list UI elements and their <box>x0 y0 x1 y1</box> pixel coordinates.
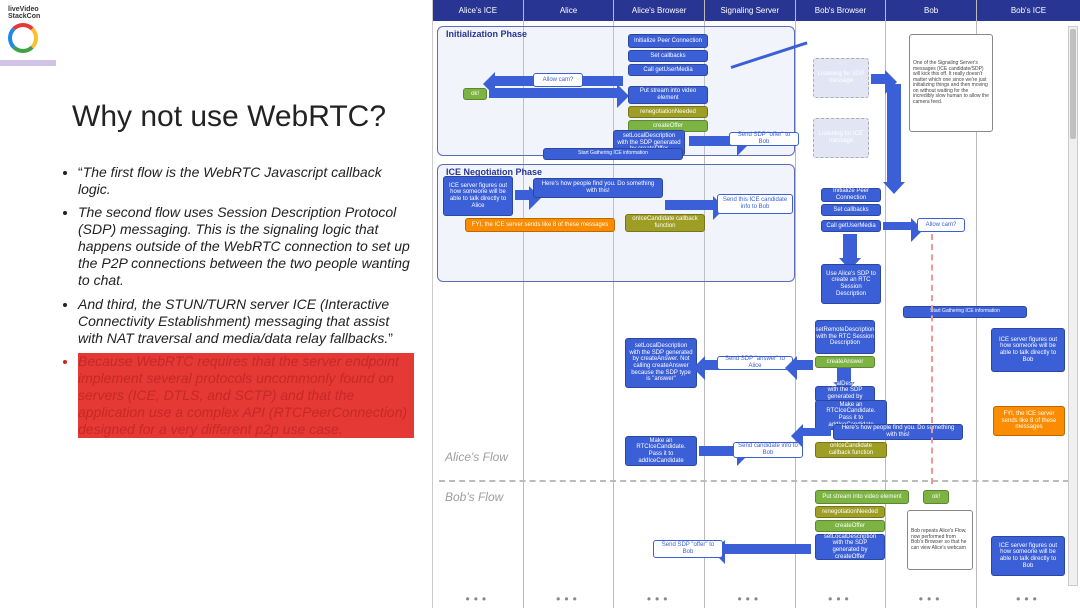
lane-foot-5: ••• <box>886 592 976 606</box>
box-use-sdp: Use Alice's SDP to create an RTC Session… <box>821 264 881 304</box>
flow-label-alice: Alice's Flow <box>445 450 508 464</box>
lane-foot-0: ••• <box>433 592 523 606</box>
box-set-cb: Set callbacks <box>628 50 708 62</box>
arrow-ans-left <box>795 360 813 370</box>
box-onice-a: onIceCandidate callback function <box>625 214 705 232</box>
box-ok-b: ok! <box>923 490 949 504</box>
diagram: Alice's ICE ••• Alice ••• Alice's Browser •… <box>432 0 1080 608</box>
logo-ring-icon <box>8 23 38 53</box>
lane-foot-4: ••• <box>796 592 886 606</box>
box-send-ice-a: Send this ICE candidate info to Bob <box>717 194 793 214</box>
box-reneg-b: renegotiationNeeded <box>815 506 885 518</box>
arrow-listen-sdp <box>871 74 887 84</box>
box-ok: ok! <box>463 88 487 100</box>
bullet-4: Because WebRTC requires that the server … <box>78 353 414 438</box>
box-howfind-b: Here's how people find you. Do something… <box>833 424 963 440</box>
box-get-um-b: Call getUserMedia <box>821 220 881 232</box>
box-send-ans: Send SDP "answer" to Alice <box>717 356 793 370</box>
box-allow-cam: Allow cam? <box>533 73 583 87</box>
flow-separator <box>439 480 1069 482</box>
note-signaling: One of the Signaling Server's messages (… <box>909 34 993 132</box>
scrollbar[interactable] <box>1068 26 1078 586</box>
box-listen-ice: Listening for ICE message <box>813 118 869 158</box>
lane-head-3: Signaling Server <box>705 0 795 22</box>
arrow-bob-down2 <box>843 234 857 260</box>
box-reneg: renegotiationNeeded <box>628 106 708 118</box>
box-make-rtc-a: Make an RTCIceCandidate. Pass it to addI… <box>625 436 697 466</box>
box-create-ans: createAnswer <box>815 356 875 368</box>
arrow-bob-init-down <box>887 84 901 184</box>
box-put-stream-b: Put stream into video element <box>815 490 909 504</box>
box-ice-find-b2: ICE server figures out how someone will … <box>991 536 1065 576</box>
arrow-howfind-a <box>515 190 531 200</box>
arrow-send-ice-a <box>665 200 715 210</box>
box-onice-b: onIceCandidate callback function <box>815 442 887 458</box>
box-create-offer-b: createOffer <box>815 520 885 532</box>
dashed-timeline-icon <box>931 234 933 484</box>
box-set-remote-b: setRemoteDescription with the RTC Sessio… <box>815 320 875 354</box>
box-fyi-a: FYI, the ICE server sends like 8 of thes… <box>465 218 615 232</box>
box-ice-find-b: ICE server figures out how someone will … <box>991 328 1065 372</box>
arrow-allowcam-b <box>883 222 913 230</box>
box-get-um: Call getUserMedia <box>628 64 708 76</box>
note-bob-repeat: Bob repeats Alice's Flow, now performed … <box>907 510 973 570</box>
flow-label-bob: Bob's Flow <box>445 490 503 504</box>
box-ice-find-a: ICE server figures out how someone will … <box>443 176 513 216</box>
lane-head-2: Alice's Browser <box>614 0 704 22</box>
box-set-local2: setLocalDescription with the SDP generat… <box>625 338 697 388</box>
lane-head-4: Bob's Browser <box>796 0 886 22</box>
logo: liveVideo StackCon <box>8 6 56 54</box>
box-init-peer-b: Initialize Peer Connection <box>821 188 881 202</box>
text-column: Why not use WebRTC? The first flow is th… <box>0 0 432 608</box>
box-set-local-b2: setLocalDescription with the SDP generat… <box>815 534 885 560</box>
accent-bar <box>0 60 56 66</box>
lane-head-6: Bob's ICE <box>977 0 1080 22</box>
bullet-1: The first flow is the WebRTC Javascript … <box>78 164 414 198</box>
arrow-howfind-b-left <box>801 428 831 436</box>
box-put-stream: Put stream into video element <box>628 86 708 104</box>
lane-head-1: Alice <box>524 0 614 22</box>
box-send-offer-b: Send SDP "offer" to Bob <box>653 540 723 558</box>
bullet-list: The first flow is the WebRTC Javascript … <box>52 164 414 438</box>
bullet-2: The second flow uses Session Description… <box>78 204 414 289</box>
box-gather-ice-a: Start Gathering ICE information <box>543 148 683 160</box>
box-gather-ice-b: Start Gathering ICE information <box>903 306 1027 318</box>
lane-foot-1: ••• <box>524 592 614 606</box>
box-init-peer: Initialize Peer Connection <box>628 34 708 48</box>
phase-init-label: Initialization Phase <box>446 29 527 39</box>
lane-head-0: Alice's ICE <box>433 0 523 22</box>
box-fyi-b: FYI, the ICE server sends like 8 of thes… <box>993 406 1065 436</box>
box-allow-cam-b: Allow cam? <box>917 218 965 232</box>
arrow-send-offer-b <box>723 544 811 554</box>
box-send-offer: Send SDP "offer" to Bob <box>729 132 799 146</box>
bullet-3: And third, the STUN/TURN server ICE (Int… <box>78 296 414 347</box>
slide-title: Why not use WebRTC? <box>72 100 414 134</box>
arrow-ok <box>489 88 619 98</box>
box-listen-sdp: Listening for SDP message <box>813 58 869 98</box>
box-set-cb-b: Set callbacks <box>821 204 881 216</box>
lane-foot-6: ••• <box>977 592 1080 606</box>
logo-text: liveVideo StackCon <box>8 6 56 21</box>
box-howfind-a: Here's how people find you. Do something… <box>533 178 663 198</box>
lane-foot-2: ••• <box>614 592 704 606</box>
scrollbar-thumb[interactable] <box>1070 29 1076 139</box>
lane-foot-3: ••• <box>705 592 795 606</box>
lane-head-5: Bob <box>886 0 976 22</box>
